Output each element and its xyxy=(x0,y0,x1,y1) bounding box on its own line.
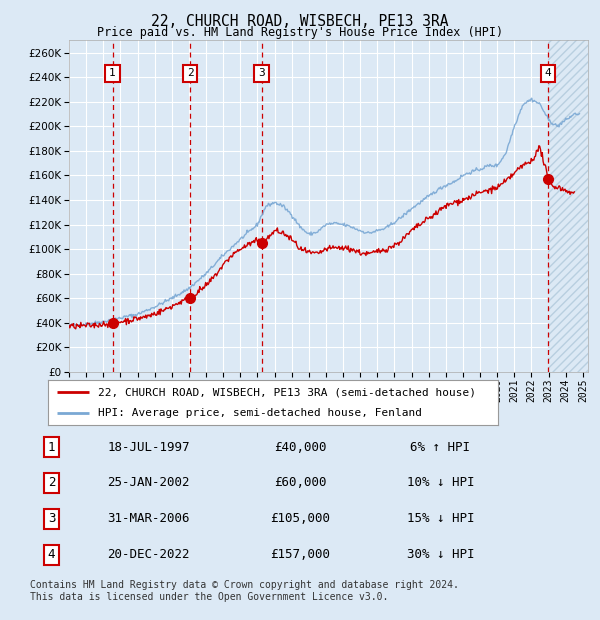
Text: 10% ↓ HPI: 10% ↓ HPI xyxy=(407,477,474,489)
Text: 4: 4 xyxy=(48,549,55,561)
Text: 1: 1 xyxy=(48,441,55,453)
Text: 15% ↓ HPI: 15% ↓ HPI xyxy=(407,513,474,525)
Text: 30% ↓ HPI: 30% ↓ HPI xyxy=(407,549,474,561)
Text: 6% ↑ HPI: 6% ↑ HPI xyxy=(410,441,470,453)
Text: 31-MAR-2006: 31-MAR-2006 xyxy=(107,513,190,525)
Text: £105,000: £105,000 xyxy=(270,513,330,525)
Text: 22, CHURCH ROAD, WISBECH, PE13 3RA: 22, CHURCH ROAD, WISBECH, PE13 3RA xyxy=(151,14,449,29)
Text: 2: 2 xyxy=(187,68,193,79)
Text: 3: 3 xyxy=(259,68,265,79)
Text: £40,000: £40,000 xyxy=(274,441,326,453)
Text: 2: 2 xyxy=(48,477,55,489)
Text: 4: 4 xyxy=(545,68,551,79)
Bar xyxy=(548,40,588,372)
Text: 18-JUL-1997: 18-JUL-1997 xyxy=(107,441,190,453)
Text: 3: 3 xyxy=(48,513,55,525)
Text: 20-DEC-2022: 20-DEC-2022 xyxy=(107,549,190,561)
Text: HPI: Average price, semi-detached house, Fenland: HPI: Average price, semi-detached house,… xyxy=(97,407,421,418)
Text: £157,000: £157,000 xyxy=(270,549,330,561)
Text: 1: 1 xyxy=(109,68,116,79)
Text: £60,000: £60,000 xyxy=(274,477,326,489)
Text: 25-JAN-2002: 25-JAN-2002 xyxy=(107,477,190,489)
Text: Price paid vs. HM Land Registry's House Price Index (HPI): Price paid vs. HM Land Registry's House … xyxy=(97,26,503,39)
Text: 22, CHURCH ROAD, WISBECH, PE13 3RA (semi-detached house): 22, CHURCH ROAD, WISBECH, PE13 3RA (semi… xyxy=(97,387,476,397)
Text: Contains HM Land Registry data © Crown copyright and database right 2024.
This d: Contains HM Land Registry data © Crown c… xyxy=(30,580,459,601)
